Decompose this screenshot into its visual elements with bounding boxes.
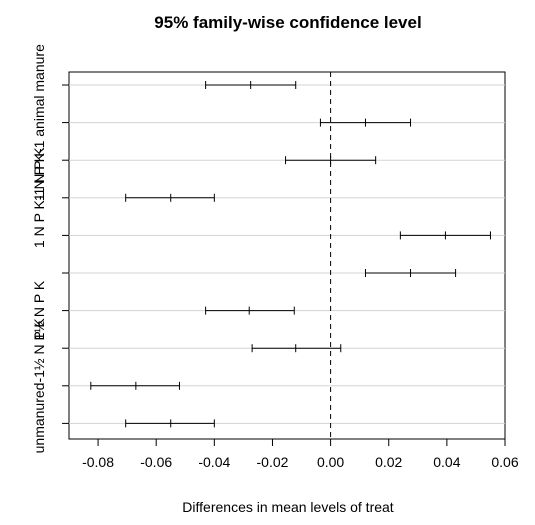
- x-tick-label: -0.08: [82, 454, 114, 470]
- interval-9: [91, 382, 180, 390]
- grid-lines: [69, 85, 505, 423]
- interval-1: [206, 81, 296, 89]
- y-tick-label: unmanured-1½ N P K: [31, 318, 47, 454]
- plot-frame: [69, 72, 505, 439]
- interval-5: [400, 231, 490, 239]
- interval-4: [126, 194, 215, 202]
- x-tick-label: 0.02: [375, 454, 402, 470]
- x-tick-label: -0.04: [198, 454, 230, 470]
- x-tick-label: -0.06: [140, 454, 172, 470]
- x-tick-label: -0.02: [257, 454, 289, 470]
- interval-6: [365, 269, 455, 277]
- interval-2: [320, 119, 410, 127]
- y-axis: 1 N P K-1 animal manure1 N P K-1 N P K1½…: [31, 44, 69, 453]
- x-axis: -0.08 -0.06 -0.04 -0.02 0.00 0.02 0.04 0.06: [82, 439, 519, 470]
- confidence-intervals: [91, 81, 491, 427]
- interval-10: [126, 419, 215, 427]
- interval-7: [206, 307, 295, 315]
- x-tick-label: 0.00: [317, 454, 344, 470]
- interval-3: [286, 156, 376, 164]
- x-tick-label: 0.04: [433, 454, 460, 470]
- interval-8: [252, 344, 341, 352]
- x-tick-label: 0.06: [491, 454, 518, 470]
- chart-title: 95% family-wise confidence level: [154, 13, 421, 32]
- x-axis-label: Differences in mean levels of treat: [182, 499, 394, 515]
- y-tick-label: 1 N P K-1 N P K: [31, 147, 47, 248]
